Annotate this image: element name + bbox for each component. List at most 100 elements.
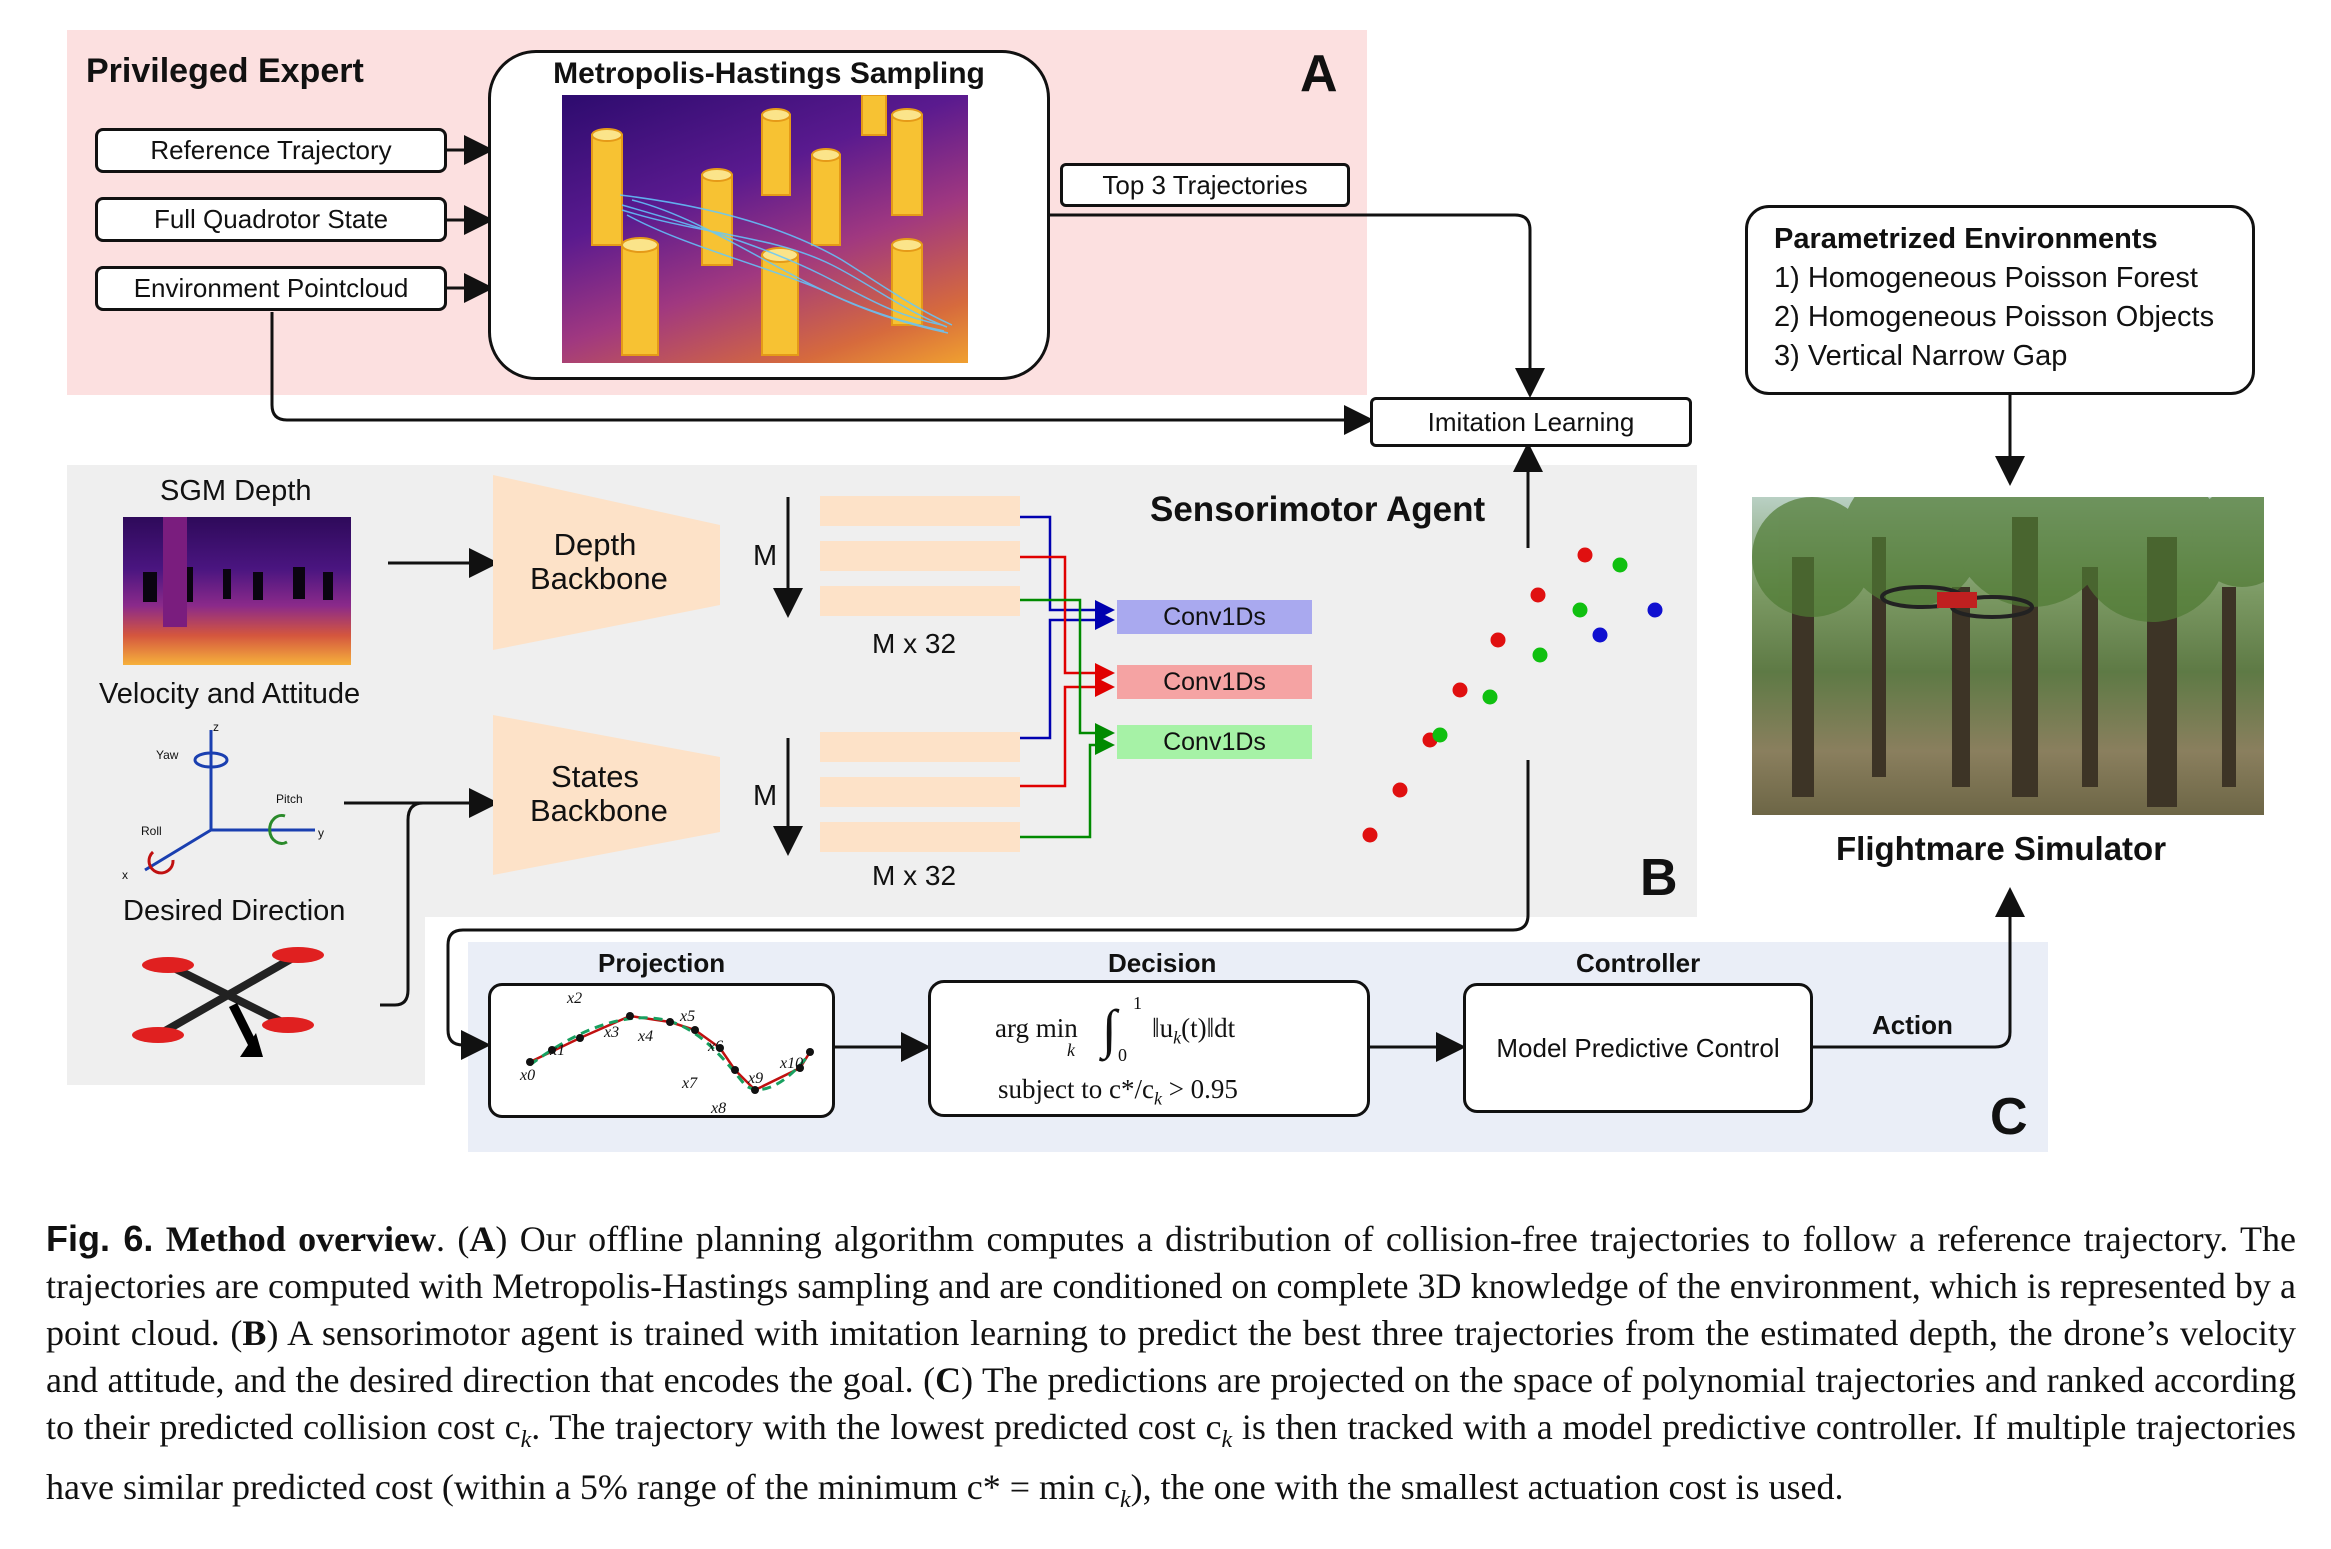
environments-title: Parametrized Environments bbox=[1774, 223, 2158, 255]
projection-trajectory-plot bbox=[526, 1012, 814, 1094]
input-reference-trajectory: Reference Trajectory bbox=[95, 128, 447, 173]
decision-constraint-tail: > 0.95 bbox=[1161, 1074, 1238, 1104]
input-label: Environment Pointcloud bbox=[133, 273, 409, 303]
panel-b-title: Sensorimotor Agent bbox=[1150, 490, 1486, 529]
point-x10: x10 bbox=[780, 1055, 804, 1072]
caption-k: k bbox=[1221, 1427, 1233, 1454]
point-x3: x3 bbox=[604, 1024, 620, 1041]
desired-direction-drone-icon bbox=[132, 947, 324, 1057]
decision-title: Decision bbox=[1108, 948, 1217, 978]
depth-feature-row bbox=[820, 586, 1020, 616]
caption-letter-b: B bbox=[242, 1313, 267, 1353]
caption-text: is then tracked with a model predictive … bbox=[46, 1407, 2297, 1508]
mpc-label: Model Predictive Control bbox=[1496, 1032, 1780, 1063]
panel-c-letter: C bbox=[1990, 1088, 2028, 1146]
axis-y: y bbox=[318, 826, 324, 840]
input-label: Reference Trajectory bbox=[150, 135, 392, 165]
caption-title: Method overview bbox=[165, 1219, 437, 1259]
states-backbone-label: States Backbone bbox=[530, 759, 668, 828]
axis-x: x bbox=[122, 868, 128, 882]
caption-k: k bbox=[520, 1427, 532, 1454]
mx32-label-top: M x 32 bbox=[872, 628, 957, 659]
point-x2: x2 bbox=[567, 990, 583, 1007]
environment-item: 3) Vertical Narrow Gap bbox=[1774, 340, 2068, 372]
connector-arrows bbox=[270, 135, 2025, 1062]
top-3-trajectories-box: Top 3 Trajectories bbox=[1060, 163, 1350, 207]
point-x4: x4 bbox=[638, 1028, 654, 1045]
decision-integral-top: 1 bbox=[1133, 993, 1142, 1013]
point-x6: x6 bbox=[708, 1038, 724, 1055]
depth-feature-row bbox=[820, 541, 1020, 571]
decision-norm: ‖uk(t)‖dt bbox=[1152, 1013, 1235, 1048]
decision-constraint-k: k bbox=[1153, 1088, 1162, 1109]
environment-item: 1) Homogeneous Poisson Forest bbox=[1774, 262, 2198, 294]
controller-box: Model Predictive Control bbox=[1463, 983, 1813, 1113]
simulator-title: Flightmare Simulator bbox=[1836, 830, 2167, 867]
input-environment-pointcloud: Environment Pointcloud bbox=[95, 266, 447, 311]
caption-letter-c: C bbox=[935, 1360, 962, 1400]
caption-text: ), the one with the smallest actuation c… bbox=[1130, 1467, 1844, 1508]
conv1ds-red: Conv1Ds bbox=[1117, 665, 1312, 699]
panel-b-letter: B bbox=[1640, 849, 1678, 907]
axis-pitch: Pitch bbox=[276, 792, 303, 806]
caption-letter-a: A bbox=[469, 1219, 496, 1259]
axis-roll: Roll bbox=[141, 824, 162, 838]
decision-argmin: arg min bbox=[995, 1013, 1078, 1043]
caption-k: k bbox=[1120, 1487, 1131, 1514]
backbone-trapezoids bbox=[493, 475, 720, 875]
conv1ds-blue: Conv1Ds bbox=[1117, 600, 1312, 634]
mx32-label-bottom: M x 32 bbox=[872, 860, 957, 891]
conv-label: Conv1Ds bbox=[1163, 602, 1266, 631]
sgm-depth-image bbox=[123, 517, 351, 665]
predicted-trajectories-drones bbox=[1362, 547, 1663, 843]
caption-text: . The trajectory with the lowest predict… bbox=[531, 1407, 1222, 1447]
action-label: Action bbox=[1872, 1010, 1953, 1040]
sampling-title: Metropolis-Hastings Sampling bbox=[553, 57, 985, 90]
conv1ds-green: Conv1Ds bbox=[1117, 725, 1312, 759]
input-label: Full Quadrotor State bbox=[153, 204, 389, 234]
decision-norm-k: k bbox=[1173, 1027, 1182, 1048]
depth-backbone-label: Depth Backbone bbox=[530, 527, 668, 596]
decision-box bbox=[928, 980, 1370, 1117]
attitude-axes-diagram bbox=[144, 730, 315, 875]
controller-title: Controller bbox=[1576, 948, 1701, 978]
panel-a-letter: A bbox=[1300, 45, 1338, 103]
flightmare-forest-image bbox=[1752, 497, 2264, 815]
point-x7: x7 bbox=[682, 1075, 698, 1092]
drone-icon bbox=[1880, 585, 2034, 619]
projection-title: Projection bbox=[598, 948, 726, 978]
input-full-quadrotor-state: Full Quadrotor State bbox=[95, 197, 447, 242]
projection-box bbox=[488, 983, 835, 1118]
caption-fig-number: Fig. 6. bbox=[46, 1218, 154, 1259]
environment-item: 2) Homogeneous Poisson Objects bbox=[1774, 301, 2215, 333]
point-x8: x8 bbox=[711, 1100, 727, 1117]
panel-a-title: Privileged Expert bbox=[86, 52, 364, 90]
axis-yaw: Yaw bbox=[156, 748, 179, 762]
caption-text: ) Our offline planning algorithm compute… bbox=[46, 1219, 2296, 1353]
point-x0: x0 bbox=[520, 1067, 536, 1084]
decision-constraint-head: subject to c*/c bbox=[998, 1074, 1154, 1104]
axis-z: z bbox=[213, 720, 219, 734]
point-x1: x1 bbox=[550, 1042, 566, 1059]
figure-caption: Fig. 6. Method overview. (A) Our offline… bbox=[46, 1215, 2296, 1524]
caption-text: . ( bbox=[436, 1219, 470, 1259]
top-3-label: Top 3 Trajectories bbox=[1102, 169, 1308, 200]
velocity-attitude-label: Velocity and Attitude bbox=[99, 678, 361, 710]
desired-direction-label: Desired Direction bbox=[123, 895, 346, 927]
conv-label: Conv1Ds bbox=[1163, 727, 1266, 756]
environments-box: Parametrized Environments 1) Homogeneous… bbox=[1745, 205, 2255, 395]
decision-integral-sign: ∫ bbox=[1102, 999, 1117, 1059]
m-label-bottom: M bbox=[753, 780, 778, 812]
imitation-label: Imitation Learning bbox=[1427, 406, 1635, 437]
point-x9: x9 bbox=[748, 1070, 764, 1087]
point-x5: x5 bbox=[680, 1008, 696, 1025]
states-feature-row bbox=[820, 732, 1020, 762]
depth-feature-row bbox=[820, 496, 1020, 526]
decision-norm-tail: (t)‖dt bbox=[1181, 1013, 1236, 1043]
m-label-top: M bbox=[753, 540, 778, 572]
caption-text: ) The predictions are projected on the s… bbox=[46, 1360, 2296, 1447]
imitation-learning-box: Imitation Learning bbox=[1370, 397, 1692, 447]
sampling-visualization-image bbox=[562, 95, 968, 363]
sgm-depth-label: SGM Depth bbox=[160, 475, 312, 507]
states-feature-row bbox=[820, 822, 1020, 852]
